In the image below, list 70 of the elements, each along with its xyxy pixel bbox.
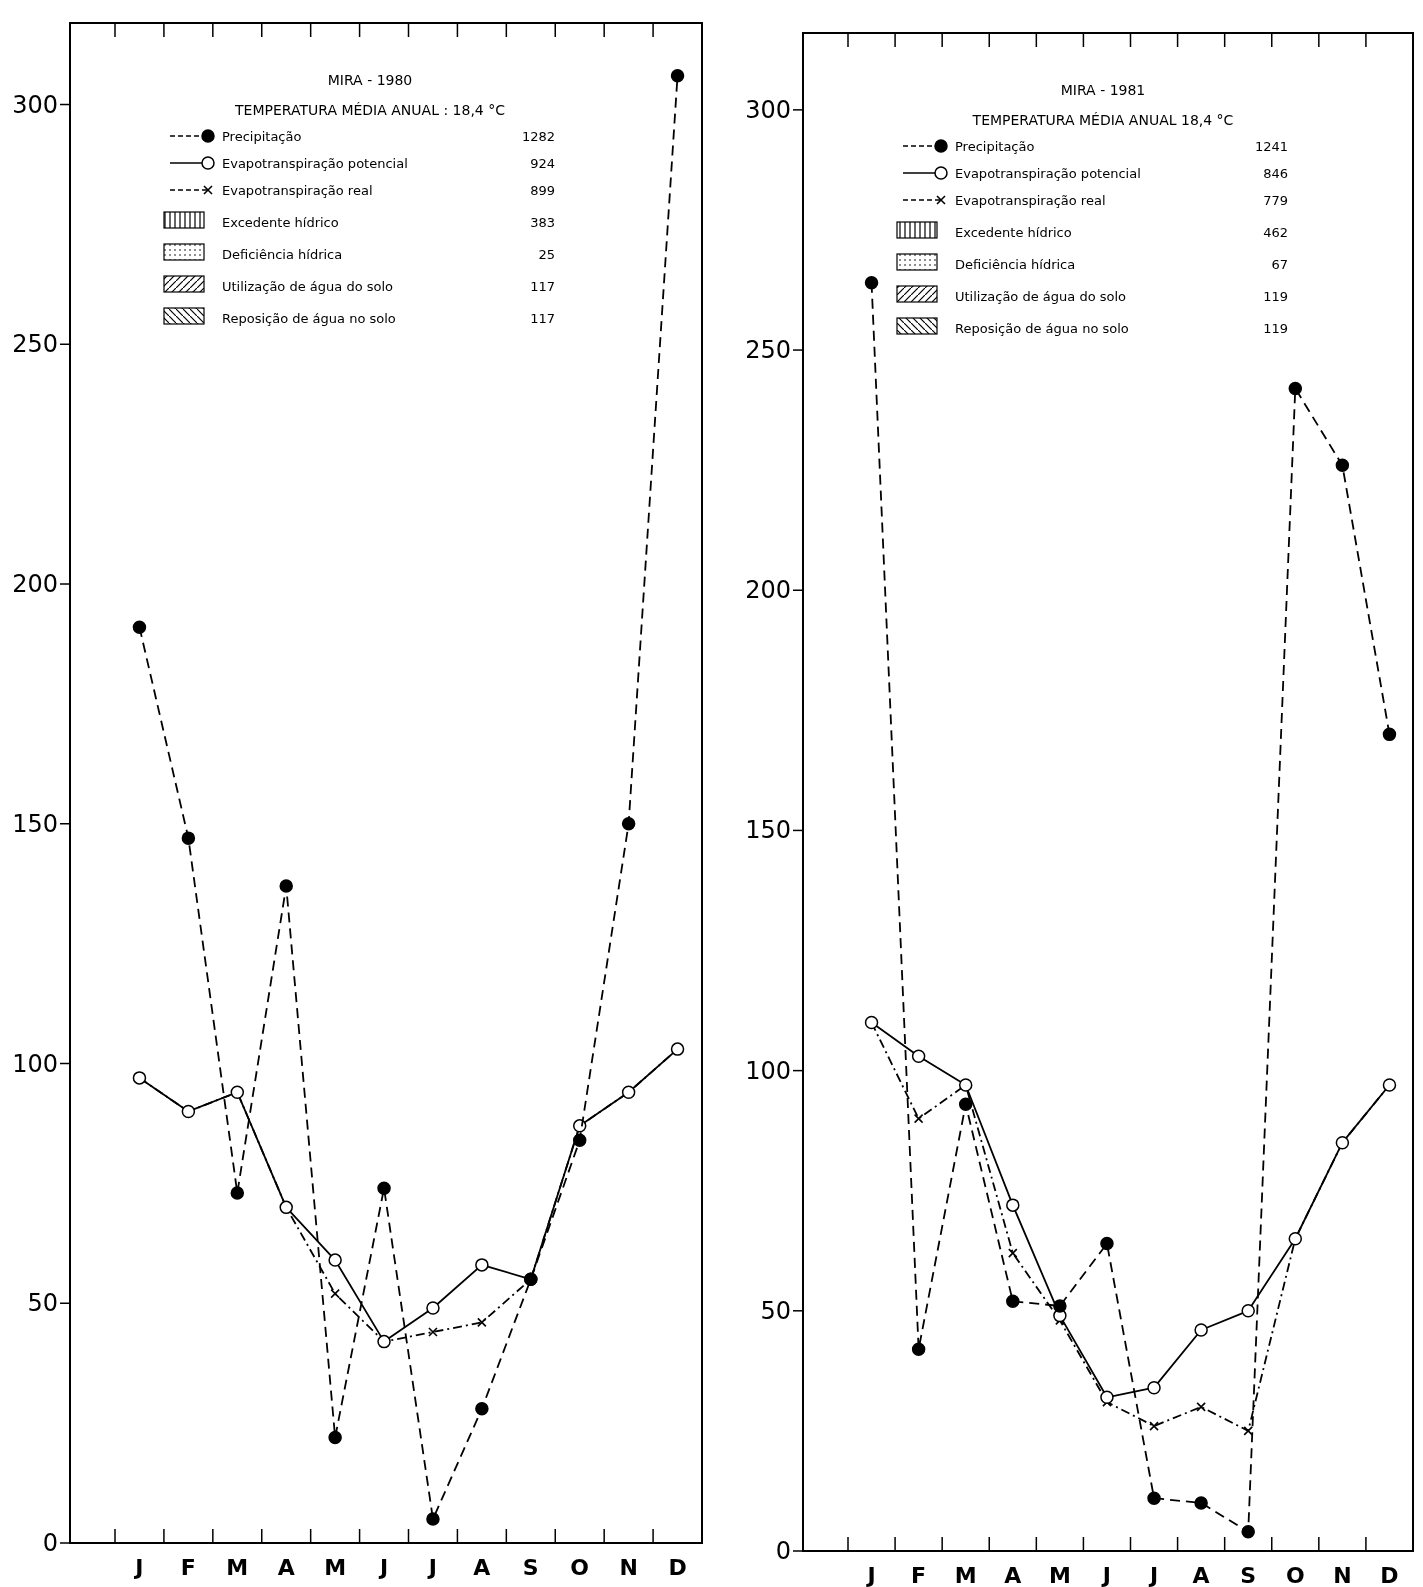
y-tick-label: 150 bbox=[745, 816, 791, 845]
x-tick-label: O bbox=[1285, 1563, 1305, 1587]
annotation: 119 bbox=[1263, 289, 1288, 304]
x-tick-label: D bbox=[1380, 1563, 1399, 1587]
text: TEMPERATURA MÉDIA ANUAL : 18,4 °C bbox=[234, 102, 506, 118]
x-tick-label: F bbox=[180, 1555, 196, 1580]
x-tick-label: A bbox=[1192, 1563, 1210, 1587]
y-tick-label: 250 bbox=[745, 336, 791, 365]
annotation: 383 bbox=[530, 215, 555, 230]
x-tick-label: M bbox=[1048, 1563, 1071, 1587]
annotation: 25 bbox=[538, 247, 555, 262]
legend-label: Precipitação bbox=[222, 129, 302, 144]
x-tick-label: J bbox=[426, 1555, 438, 1580]
x-tick-label: N bbox=[1333, 1563, 1352, 1587]
x-tick-label: M bbox=[226, 1555, 249, 1580]
y-tick-label: 100 bbox=[745, 1056, 791, 1085]
y-tick-label: 200 bbox=[12, 570, 58, 599]
x-tick-label: A bbox=[277, 1555, 295, 1580]
x-tick-label: J bbox=[1100, 1563, 1112, 1587]
annotation: Reposição de água no solo bbox=[955, 321, 1129, 336]
annotation: Excedente hídrico bbox=[955, 225, 1072, 240]
legend-label: Evapotranspiração real bbox=[222, 183, 373, 198]
x-tick-label: D bbox=[668, 1555, 687, 1580]
text: MIRA - 1981 bbox=[1060, 82, 1146, 98]
x-tick-label: J bbox=[865, 1563, 876, 1587]
x-tick-label: M bbox=[954, 1563, 977, 1587]
annotation: 119 bbox=[1263, 321, 1288, 336]
annotation: 846 bbox=[1263, 166, 1288, 181]
annotation: Deficiência hídrica bbox=[222, 247, 343, 262]
y-tick-label: 300 bbox=[12, 90, 58, 119]
x-tick-label: S bbox=[1240, 1563, 1257, 1587]
annotation: 462 bbox=[1263, 225, 1288, 240]
legend-label: Precipitação bbox=[955, 139, 1035, 154]
text: MIRA - 1980 bbox=[327, 72, 413, 88]
annotation: Utilização de água do solo bbox=[955, 289, 1127, 304]
annotation: Deficiência hídrica bbox=[955, 257, 1076, 272]
x-tick-label: J bbox=[133, 1555, 144, 1580]
x-tick-label: J bbox=[1147, 1563, 1159, 1587]
x-tick-label: J bbox=[377, 1555, 389, 1580]
x-tick-label: A bbox=[1004, 1563, 1022, 1587]
y-tick-label: 100 bbox=[12, 1049, 58, 1078]
annotation: Utilização de água do solo bbox=[222, 279, 394, 294]
annotation: 899 bbox=[530, 183, 555, 198]
annotation: 779 bbox=[1263, 193, 1288, 208]
text: TEMPERATURA MÉDIA ANUAL 18,4 °C bbox=[971, 112, 1234, 128]
annotation: 1282 bbox=[521, 129, 555, 144]
annotation: 924 bbox=[530, 156, 555, 171]
annotation: Reposição de água no solo bbox=[222, 311, 396, 326]
y-tick-label: 0 bbox=[775, 1537, 791, 1565]
x-tick-label: N bbox=[619, 1555, 638, 1580]
x-tick-label: F bbox=[911, 1563, 927, 1587]
y-tick-label: 0 bbox=[42, 1529, 58, 1557]
annotation: 67 bbox=[1271, 257, 1288, 272]
annotation: 117 bbox=[530, 279, 555, 294]
x-tick-label: S bbox=[522, 1555, 539, 1580]
legend-label: Evapotranspiração potencial bbox=[222, 156, 408, 171]
y-tick-label: 250 bbox=[12, 330, 58, 359]
annotation: 117 bbox=[530, 311, 555, 326]
annotation: Excedente hídrico bbox=[222, 215, 339, 230]
x-tick-label: A bbox=[473, 1555, 491, 1580]
x-tick-label: O bbox=[570, 1555, 590, 1580]
y-tick-label: 300 bbox=[745, 95, 791, 124]
y-tick-label: 50 bbox=[27, 1289, 58, 1318]
y-tick-label: 150 bbox=[12, 809, 58, 838]
legend-label: Evapotranspiração potencial bbox=[955, 166, 1141, 181]
x-tick-label: M bbox=[324, 1555, 347, 1580]
annotation: 1241 bbox=[1254, 139, 1288, 154]
y-tick-label: 50 bbox=[760, 1296, 791, 1325]
legend-label: Evapotranspiração real bbox=[955, 193, 1106, 208]
y-tick-label: 200 bbox=[745, 576, 791, 605]
